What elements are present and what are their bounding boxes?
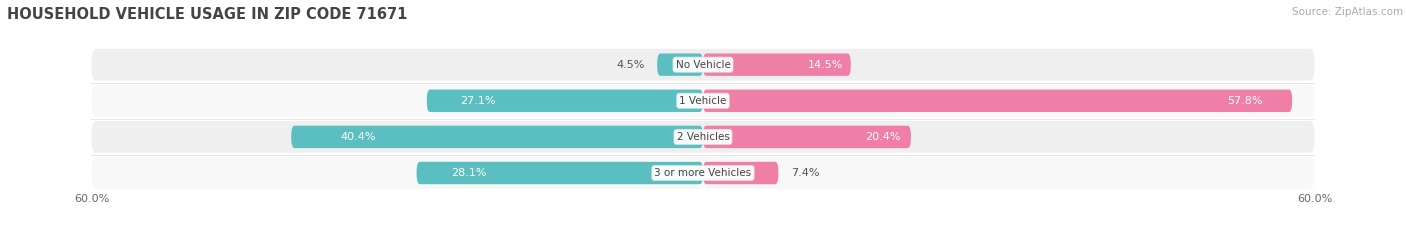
Text: 27.1%: 27.1%	[460, 96, 495, 106]
Text: 20.4%: 20.4%	[865, 132, 901, 142]
FancyBboxPatch shape	[427, 89, 703, 112]
Text: No Vehicle: No Vehicle	[675, 60, 731, 70]
FancyBboxPatch shape	[91, 157, 1315, 189]
Text: 40.4%: 40.4%	[340, 132, 375, 142]
Text: 3 or more Vehicles: 3 or more Vehicles	[654, 168, 752, 178]
Text: 57.8%: 57.8%	[1227, 96, 1263, 106]
Text: 1 Vehicle: 1 Vehicle	[679, 96, 727, 106]
FancyBboxPatch shape	[91, 49, 1315, 81]
FancyBboxPatch shape	[91, 121, 1315, 153]
Text: 4.5%: 4.5%	[616, 60, 645, 70]
Text: Source: ZipAtlas.com: Source: ZipAtlas.com	[1292, 7, 1403, 17]
FancyBboxPatch shape	[657, 53, 703, 76]
FancyBboxPatch shape	[703, 89, 1292, 112]
FancyBboxPatch shape	[703, 126, 911, 148]
FancyBboxPatch shape	[703, 162, 779, 184]
FancyBboxPatch shape	[416, 162, 703, 184]
Text: 7.4%: 7.4%	[790, 168, 820, 178]
FancyBboxPatch shape	[91, 85, 1315, 117]
Text: 2 Vehicles: 2 Vehicles	[676, 132, 730, 142]
Text: 14.5%: 14.5%	[808, 60, 844, 70]
Text: HOUSEHOLD VEHICLE USAGE IN ZIP CODE 71671: HOUSEHOLD VEHICLE USAGE IN ZIP CODE 7167…	[7, 7, 408, 22]
FancyBboxPatch shape	[703, 53, 851, 76]
FancyBboxPatch shape	[291, 126, 703, 148]
Text: 28.1%: 28.1%	[451, 168, 486, 178]
